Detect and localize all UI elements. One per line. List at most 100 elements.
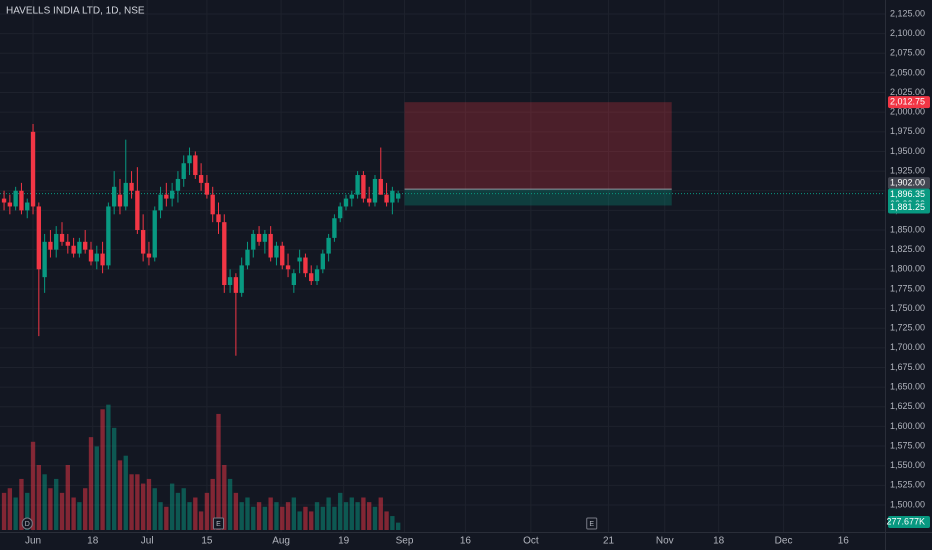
entry-label-bg bbox=[888, 177, 930, 190]
volume-bar bbox=[135, 474, 140, 530]
candle-body bbox=[245, 249, 250, 266]
candle-body bbox=[372, 178, 378, 203]
volume-bar bbox=[262, 506, 268, 530]
volume-bar bbox=[384, 511, 389, 530]
volume-bar bbox=[390, 516, 395, 530]
candle-body bbox=[367, 198, 372, 203]
candle-body bbox=[65, 241, 70, 246]
volume-bar bbox=[106, 404, 111, 530]
volume-bar bbox=[216, 413, 221, 530]
volume-bar bbox=[187, 502, 192, 530]
volume-bar bbox=[291, 497, 297, 530]
volume-bar bbox=[378, 497, 383, 530]
x-tick-label: Jul bbox=[141, 536, 154, 547]
candle-body bbox=[129, 182, 134, 191]
x-tick-label: Nov bbox=[656, 536, 674, 547]
candle-body bbox=[395, 193, 401, 199]
candle-body bbox=[274, 245, 279, 258]
candle-body bbox=[30, 131, 36, 207]
y-tick-label: 2,000.00 bbox=[890, 107, 925, 117]
price-axis-bg bbox=[885, 0, 932, 550]
event-label: D bbox=[25, 521, 30, 528]
y-tick-label: 1,750.00 bbox=[890, 303, 925, 313]
time-axis-bg bbox=[0, 532, 885, 550]
x-tick-label: 21 bbox=[603, 536, 615, 547]
candle-body bbox=[77, 241, 82, 254]
volume-bar bbox=[1, 492, 7, 530]
y-tick-label: 2,100.00 bbox=[890, 28, 925, 38]
volume-bar bbox=[332, 506, 337, 530]
candle-body bbox=[54, 233, 59, 250]
volume-bar bbox=[251, 506, 256, 530]
volume-bar bbox=[112, 427, 117, 530]
candle-body bbox=[140, 230, 146, 254]
x-tick-label: 15 bbox=[201, 536, 213, 547]
candle-body bbox=[42, 241, 47, 278]
x-tick-label: 16 bbox=[838, 536, 850, 547]
candle-body bbox=[146, 253, 152, 258]
volume-bar bbox=[343, 502, 349, 530]
volume-bar bbox=[274, 502, 279, 530]
volume-bar bbox=[239, 502, 244, 530]
volume-bar bbox=[117, 460, 123, 530]
volume-bar bbox=[361, 497, 366, 530]
candle-body bbox=[361, 175, 366, 199]
volume-bar bbox=[169, 483, 175, 530]
volume-bar bbox=[36, 465, 42, 530]
candle-body bbox=[152, 210, 157, 258]
candle-body bbox=[309, 273, 314, 282]
y-tick-label: 1,650.00 bbox=[890, 382, 925, 392]
candle-body bbox=[123, 182, 128, 207]
volume-bar bbox=[65, 465, 70, 530]
volume-bar bbox=[222, 465, 227, 530]
volume-bar bbox=[175, 492, 181, 530]
chart-title: HAVELLS INDIA LTD, 1D, NSE bbox=[6, 6, 145, 17]
volume-bar bbox=[140, 483, 146, 530]
x-tick-label: 18 bbox=[713, 536, 725, 547]
y-tick-label: 1,825.00 bbox=[890, 244, 925, 254]
candle-body bbox=[71, 245, 76, 254]
volume-bar bbox=[204, 492, 210, 530]
candle-body bbox=[210, 194, 215, 215]
stop-label-bg bbox=[888, 96, 930, 109]
candle-body bbox=[7, 202, 13, 207]
event-label: E bbox=[589, 521, 594, 528]
candle-body bbox=[343, 198, 349, 207]
event-marker bbox=[212, 517, 224, 530]
candle-body bbox=[320, 253, 325, 270]
volume-bar bbox=[13, 497, 18, 530]
candle-body bbox=[378, 178, 383, 195]
volume-bar bbox=[42, 474, 47, 530]
event-label: E bbox=[216, 521, 221, 528]
candle-body bbox=[13, 190, 18, 207]
y-tick-label: 1,975.00 bbox=[890, 126, 925, 136]
last-price-label: 1,896.35 bbox=[890, 189, 925, 199]
candle-body bbox=[332, 218, 337, 238]
candle-body bbox=[106, 206, 111, 266]
y-tick-label: 1,600.00 bbox=[890, 421, 925, 431]
candle-body bbox=[285, 265, 291, 270]
volume-bar bbox=[123, 455, 128, 530]
y-tick-label: 1,500.00 bbox=[890, 499, 925, 509]
volume-bar bbox=[309, 511, 314, 530]
y-tick-label: 1,950.00 bbox=[890, 146, 925, 156]
candle-body bbox=[349, 194, 354, 199]
target-label: 1,881.25 bbox=[890, 202, 925, 212]
volume-bar bbox=[94, 446, 99, 530]
candle-body bbox=[355, 175, 360, 195]
candle-body bbox=[135, 190, 140, 231]
target-zone bbox=[404, 189, 672, 206]
candle-body bbox=[297, 257, 302, 262]
volume-bar bbox=[83, 488, 88, 530]
x-tick-label: Oct bbox=[523, 536, 539, 547]
candle-body bbox=[198, 175, 204, 183]
x-tick-label: 16 bbox=[460, 536, 472, 547]
volume-bar bbox=[210, 478, 215, 530]
candle-body bbox=[169, 190, 175, 199]
y-tick-label: 1,525.00 bbox=[890, 480, 925, 490]
volume-bar bbox=[314, 502, 320, 530]
volume-bar bbox=[71, 497, 76, 530]
volume-bar bbox=[30, 441, 36, 530]
x-tick-label: Sep bbox=[396, 536, 414, 547]
target-label-bg bbox=[888, 201, 930, 214]
